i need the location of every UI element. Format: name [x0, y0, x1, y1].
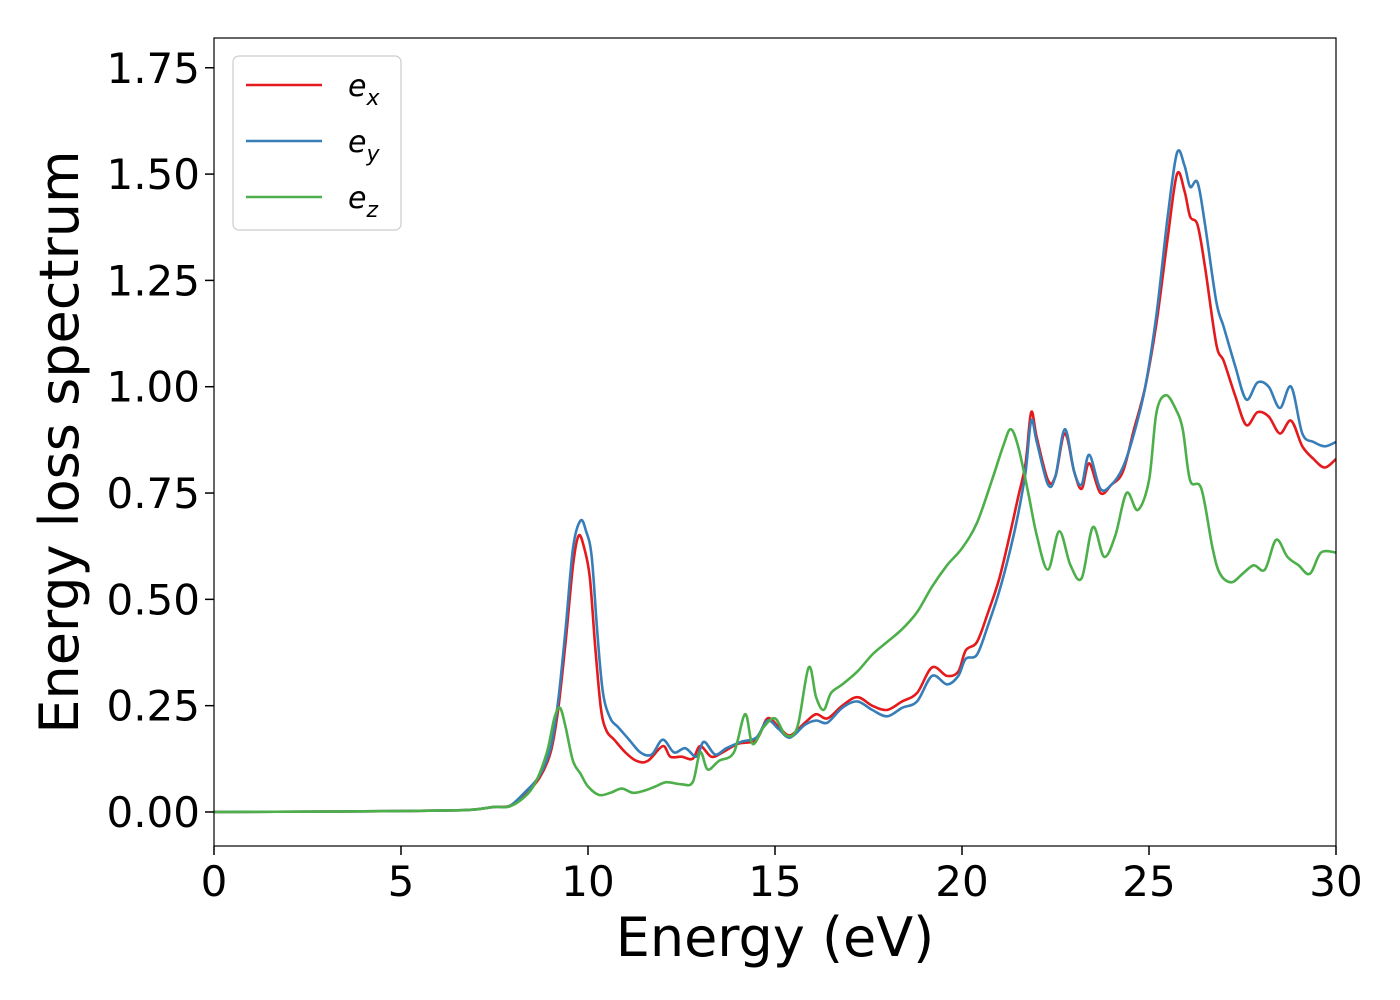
legend-entry-base: e: [348, 181, 366, 216]
y-tick-label: 1.25: [106, 256, 200, 305]
legend-entry-base: e: [348, 69, 366, 104]
legend-entry-base: e: [348, 125, 366, 160]
legend-entry-subscript: z: [365, 198, 378, 223]
x-tick-label: 15: [748, 857, 801, 906]
y-axis-ticks: 0.00 0.25 0.50 0.75 1.00 1.25 1.50 1.75: [106, 44, 214, 837]
legend-entry-subscript: y: [365, 142, 380, 167]
x-tick-label: 25: [1122, 857, 1175, 906]
x-tick-label: 10: [561, 857, 614, 906]
y-axis-label: Energy loss spectrum: [28, 150, 91, 733]
y-tick-label: 0.50: [106, 575, 200, 624]
series-line-e-z: [214, 393, 1336, 814]
x-tick-label: 0: [201, 857, 228, 906]
x-axis-ticks: 0 5 10 15 20 25 30: [201, 846, 1363, 906]
y-tick-label: 1.50: [106, 150, 200, 199]
y-tick-label: 0.00: [106, 788, 200, 837]
legend-entry: ex: [348, 69, 380, 111]
legend-entry: ey: [348, 125, 380, 167]
x-axis-label: Energy (eV): [616, 906, 935, 969]
x-tick-label: 5: [388, 857, 415, 906]
legend-box: [232, 55, 402, 231]
series-layer: [214, 149, 1336, 814]
series-line-e-y: [214, 149, 1336, 814]
x-tick-label: 30: [1309, 857, 1362, 906]
x-tick-label: 20: [935, 857, 988, 906]
legend-entry: ez: [348, 181, 378, 223]
y-tick-label: 1.75: [106, 44, 200, 93]
legend-entry-subscript: x: [365, 86, 380, 111]
y-tick-label: 0.75: [106, 469, 200, 518]
series-line-e-x: [214, 170, 1336, 814]
y-tick-label: 1.00: [106, 363, 200, 412]
y-tick-label: 0.25: [106, 682, 200, 731]
